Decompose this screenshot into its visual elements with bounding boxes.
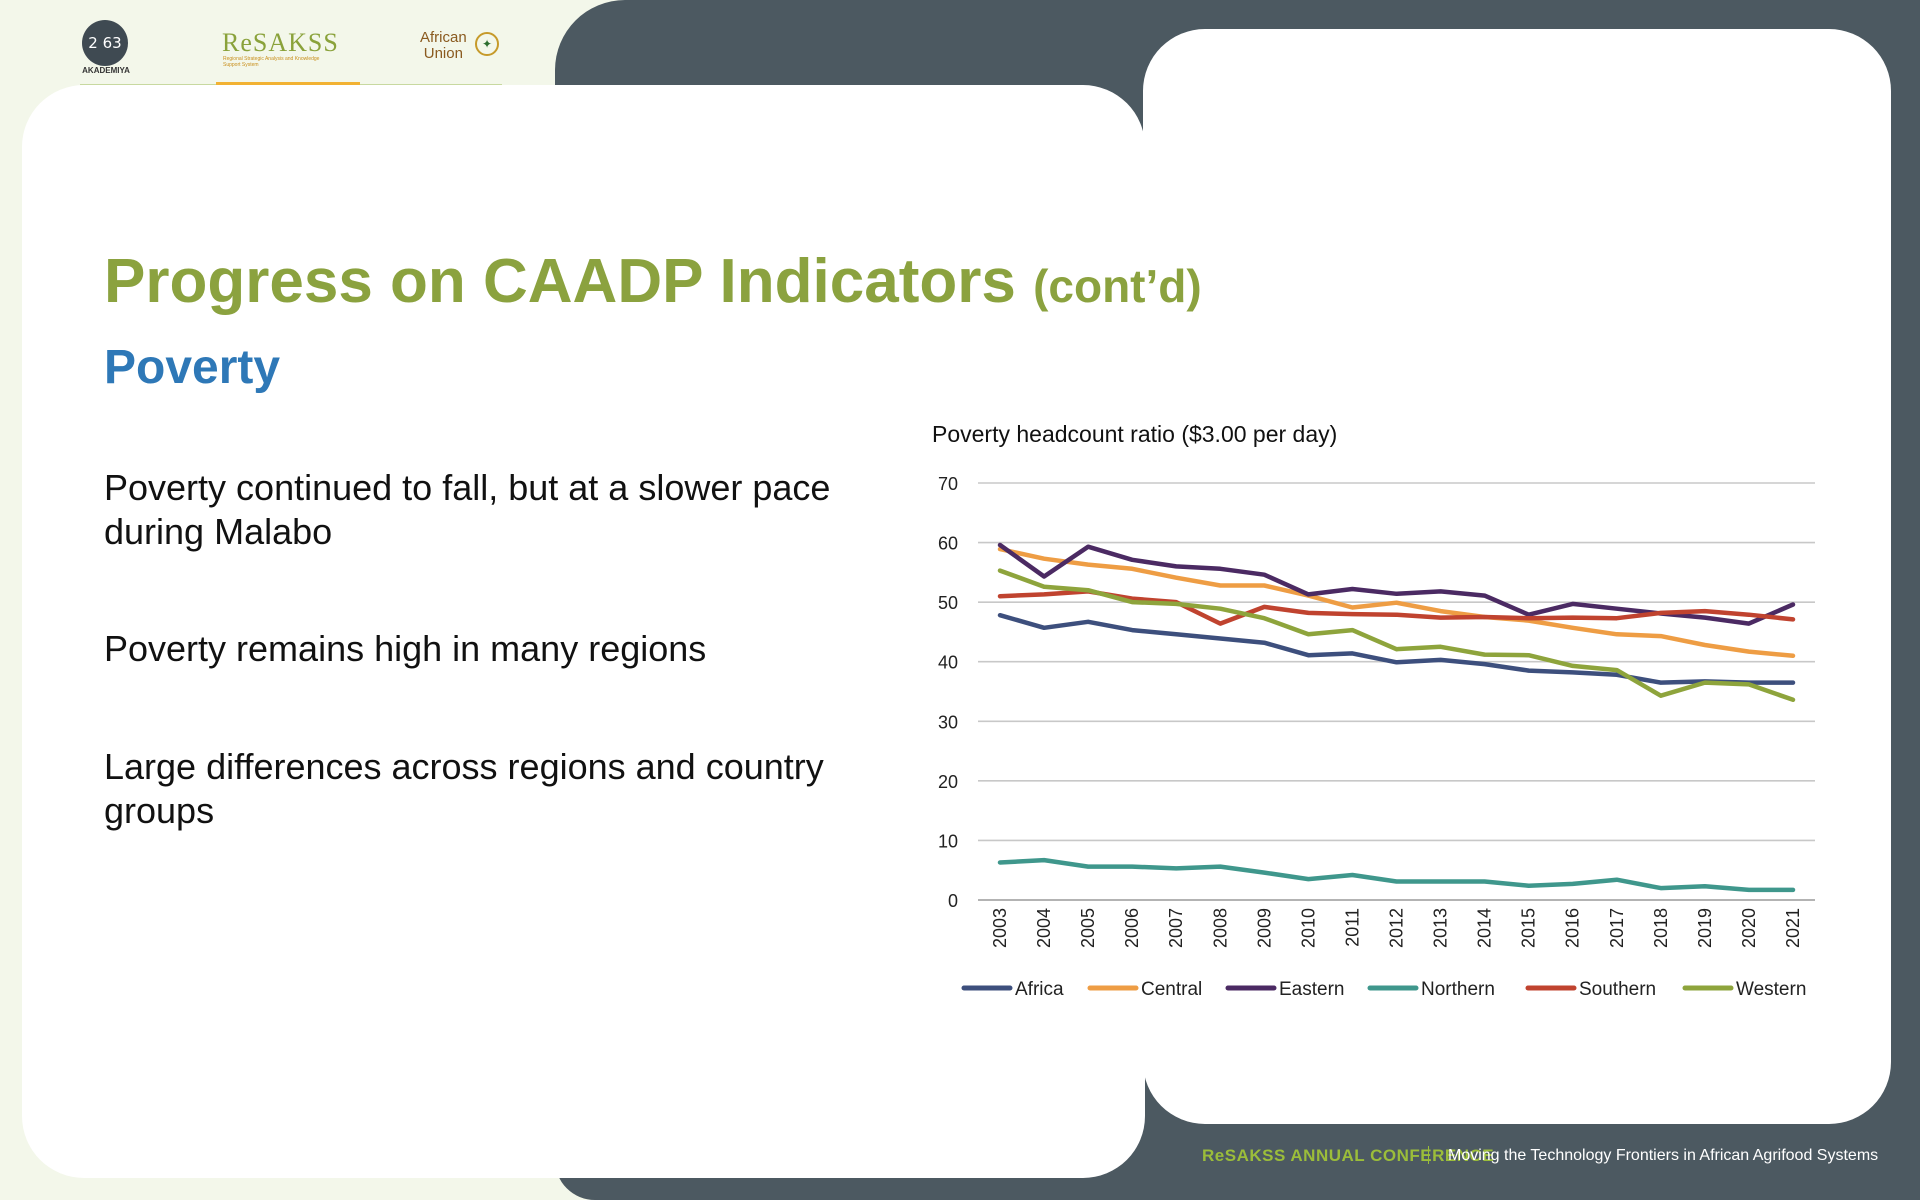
slide-title-main: Progress on CAADP Indicators: [104, 247, 1016, 316]
legend-label-eastern: Eastern: [1279, 979, 1344, 1000]
poverty-line-chart: 0 10 20 30 40 50 60 70 2003 2004 2005 2006 2007 2008 2…: [938, 474, 1815, 1000]
series-line-western: [997, 568, 1796, 703]
y-tick-label: 0: [948, 891, 958, 911]
x-tick-label: 2021: [1783, 908, 1803, 948]
x-tick-label: 2003: [990, 908, 1010, 948]
y-tick-label: 50: [938, 593, 958, 613]
x-tick-label: 2020: [1739, 908, 1759, 948]
legend-label-southern: Southern: [1579, 979, 1656, 1000]
y-tick-label: 60: [938, 534, 958, 554]
x-tick-label: 2012: [1387, 908, 1407, 948]
au-logo-line1: African: [420, 29, 467, 46]
active-logo-underline: [216, 82, 360, 85]
series-line-northern: [997, 857, 1796, 893]
x-tick-label: 2009: [1254, 908, 1274, 948]
y-tick-label: 40: [938, 653, 958, 673]
bullet-point-3: Large differences across regions and cou…: [104, 746, 824, 831]
akademiya-logo-icon: 2 63: [82, 20, 128, 66]
x-tick-label: 2005: [1078, 908, 1098, 948]
legend-label-central: Central: [1141, 979, 1202, 1000]
x-tick-label: 2015: [1519, 908, 1539, 948]
y-tick-label: 20: [938, 772, 958, 792]
x-tick-label: 2016: [1563, 908, 1583, 948]
series-line-africa: [997, 612, 1796, 685]
resakss-logo: ReSAKSS: [222, 28, 339, 57]
slide-title-suffix: (cont’d): [1033, 260, 1202, 312]
x-tick-label: 2004: [1034, 908, 1054, 948]
african-union-globe-icon: ✦: [475, 32, 499, 56]
x-tick-label: 2013: [1431, 908, 1451, 948]
x-tick-label: 2011: [1342, 908, 1362, 947]
legend-label-western: Western: [1736, 979, 1806, 1000]
x-tick-label: 2014: [1475, 908, 1495, 948]
akademiya-logo-label: AKADEMIYA: [82, 66, 130, 75]
y-tick-label: 10: [938, 831, 958, 851]
bullet-point-1: Poverty continued to fall, but at a slow…: [104, 467, 831, 552]
au-logo-line2: Union: [423, 45, 463, 62]
legend-label-northern: Northern: [1421, 979, 1495, 1000]
x-tick-label: 2008: [1210, 908, 1230, 948]
content-card-background: [22, 85, 1145, 1178]
slide-title: Progress on CAADP Indicators (cont’d): [104, 246, 1202, 317]
african-union-logo: African Union: [420, 30, 467, 62]
series-line-southern: [997, 589, 1796, 626]
series-line-central: [997, 546, 1796, 659]
resakss-logo-subtitle: Regional Strategic Analysis and Knowledg…: [223, 56, 320, 68]
bullet-point-2: Poverty remains high in many regions: [104, 628, 707, 669]
slide-subtitle: Poverty: [104, 341, 281, 394]
x-tick-label: 2006: [1122, 908, 1142, 948]
footer-separator: [1428, 1146, 1429, 1164]
footer-tagline: Moving the Technology Frontiers in Afric…: [1448, 1147, 1879, 1164]
x-tick-label: 2007: [1166, 908, 1186, 948]
legend-label-africa: Africa: [1015, 979, 1064, 1000]
y-tick-label: 70: [938, 474, 958, 494]
x-tick-label: 2019: [1695, 908, 1715, 948]
x-tick-label: 2010: [1298, 908, 1318, 948]
chart-title: Poverty headcount ratio ($3.00 per day): [932, 421, 1338, 447]
x-tick-label: 2018: [1651, 908, 1671, 948]
y-tick-label: 30: [938, 712, 958, 732]
footer-brand: ReSAKSS ANNUAL CONFERENCE: [1202, 1146, 1495, 1165]
x-tick-label: 2017: [1607, 908, 1627, 948]
